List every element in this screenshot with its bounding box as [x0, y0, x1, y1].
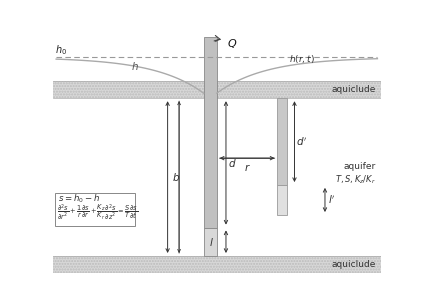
Bar — [53, 256, 381, 273]
Text: $l'$: $l'$ — [328, 194, 336, 206]
Text: $h(r,t)$: $h(r,t)$ — [289, 53, 315, 65]
Text: $s = h_0 - h$: $s = h_0 - h$ — [58, 192, 100, 205]
Text: $d$: $d$ — [228, 157, 236, 169]
Bar — [55, 193, 135, 226]
Text: aquiclude: aquiclude — [331, 260, 376, 269]
Bar — [53, 81, 381, 98]
Bar — [203, 37, 217, 227]
Text: $T, S, K_z/K_r$: $T, S, K_z/K_r$ — [335, 174, 376, 186]
Bar — [203, 227, 217, 256]
Bar — [277, 185, 287, 215]
Text: $h$: $h$ — [131, 60, 139, 72]
Text: $d'$: $d'$ — [297, 135, 308, 148]
Bar — [53, 81, 381, 98]
Bar — [53, 37, 381, 81]
Text: $\dfrac{\partial^2 s}{\partial r^2}+\dfrac{1}{r}\dfrac{\partial s}{\partial r}+\: $\dfrac{\partial^2 s}{\partial r^2}+\dfr… — [57, 202, 138, 222]
Text: $Q$: $Q$ — [227, 37, 237, 50]
Bar — [277, 98, 287, 185]
Text: $l$: $l$ — [209, 236, 214, 248]
Text: $b$: $b$ — [172, 171, 180, 183]
Text: $h_0$: $h_0$ — [55, 43, 66, 57]
Text: $r$: $r$ — [244, 162, 250, 173]
Text: aquiclude: aquiclude — [331, 85, 376, 94]
Bar — [53, 256, 381, 273]
Bar — [53, 98, 381, 256]
Text: aquifer: aquifer — [343, 161, 376, 171]
